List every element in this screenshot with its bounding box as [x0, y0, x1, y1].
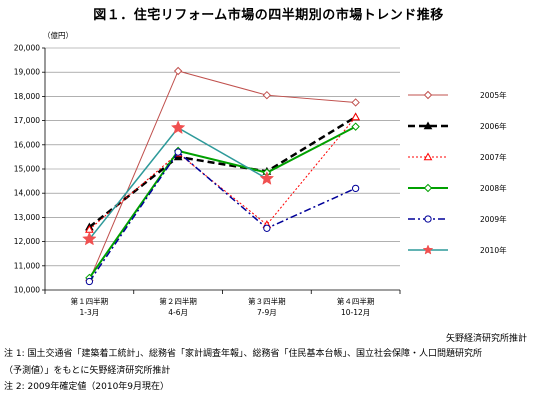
data-point — [85, 277, 94, 286]
data-point — [351, 122, 360, 131]
x-tick-sublabel: 10-12月 — [341, 308, 370, 317]
data-point — [170, 120, 186, 135]
data-point — [423, 90, 433, 100]
data-point — [351, 184, 360, 193]
grid — [45, 47, 400, 267]
axes: 10,000 11,000 12,000 13,000 14,000 15,000 16,0… — [14, 30, 401, 317]
y-tick-label: 19,000 — [14, 68, 40, 77]
legend-item: 2006年 — [408, 121, 507, 131]
y-tick-label: 18,000 — [14, 92, 40, 101]
legend-label: 2008年 — [480, 183, 507, 193]
legend-label: 2005年 — [480, 90, 507, 100]
data-point — [423, 121, 433, 130]
y-tick-label: 11,000 — [14, 261, 40, 270]
series-2008年 — [85, 122, 360, 283]
x-tick-sublabel: 1-3月 — [80, 308, 100, 317]
data-point — [259, 171, 275, 185]
series-line — [88, 125, 357, 279]
data-point — [82, 231, 97, 246]
x-tick-label: 第４四半期 — [337, 296, 375, 306]
series-line — [88, 115, 357, 229]
legend-label: 2010年 — [480, 245, 507, 255]
series-2007年 — [85, 112, 360, 233]
data-point — [422, 244, 434, 255]
series-2009年 — [85, 148, 360, 286]
x-tick-label: 第１四半期 — [71, 296, 109, 306]
x-tick-sublabel: 7-9月 — [257, 308, 277, 317]
data-point — [351, 112, 360, 121]
note-2: 注 2: 2009年確定値（2010年9月現在） — [4, 382, 170, 392]
y-tick-label: 12,000 — [14, 237, 40, 246]
legend-item: 2009年 — [408, 214, 507, 224]
y-tick-label: 13,000 — [14, 213, 40, 222]
x-tick-label: 第２四半期 — [159, 296, 197, 306]
series-2010年 — [82, 120, 275, 246]
source-credit: 矢野経済研究所推計 — [445, 334, 527, 344]
legend-label: 2007年 — [480, 152, 507, 162]
y-tick-label: 17,000 — [14, 116, 40, 125]
series-line — [88, 70, 356, 281]
legend: 2005年 2006年 2007年 2008年 2009年 2010年 — [408, 90, 507, 255]
data-point — [262, 90, 272, 100]
y-tick-label: 14,000 — [14, 189, 40, 198]
legend-item: 2005年 — [408, 90, 507, 100]
data-point — [173, 66, 183, 76]
chart-title: 図１．住宅リフォーム市場の四半期別の市場トレンド推移 — [93, 8, 444, 23]
y-axis-unit: （億円） — [43, 30, 73, 40]
y-tick-label: 10,000 — [14, 286, 40, 295]
data-point — [174, 148, 182, 156]
legend-item: 2007年 — [408, 152, 507, 162]
note-1: 注 1: 国土交通省「建築着工統計」、総務省「家計調査年報」、総務省「住民基本台… — [4, 349, 482, 359]
data-point — [351, 98, 360, 107]
data-point — [423, 183, 433, 193]
y-tick-label: 16,000 — [14, 140, 40, 149]
data-point — [263, 224, 271, 232]
note-1-continued: （予測値）」をもとに矢野経済研究所推計 — [4, 366, 171, 376]
data-point — [423, 152, 433, 161]
legend-item: 2008年 — [408, 183, 507, 193]
series-2006年 — [85, 112, 360, 231]
legend-item: 2010年 — [408, 244, 507, 255]
legend-label: 2006年 — [480, 121, 507, 131]
series-line — [89, 116, 357, 230]
y-tick-label: 15,000 — [14, 165, 40, 174]
data-point — [424, 215, 432, 223]
legend-label: 2009年 — [480, 214, 507, 224]
series-2005年 — [85, 66, 360, 285]
x-tick-label: 第３四半期 — [248, 296, 286, 306]
x-tick-sublabel: 4-6月 — [168, 308, 188, 317]
y-tick-label: 20,000 — [14, 44, 40, 53]
series-layer — [82, 66, 360, 286]
series-line — [88, 150, 356, 282]
